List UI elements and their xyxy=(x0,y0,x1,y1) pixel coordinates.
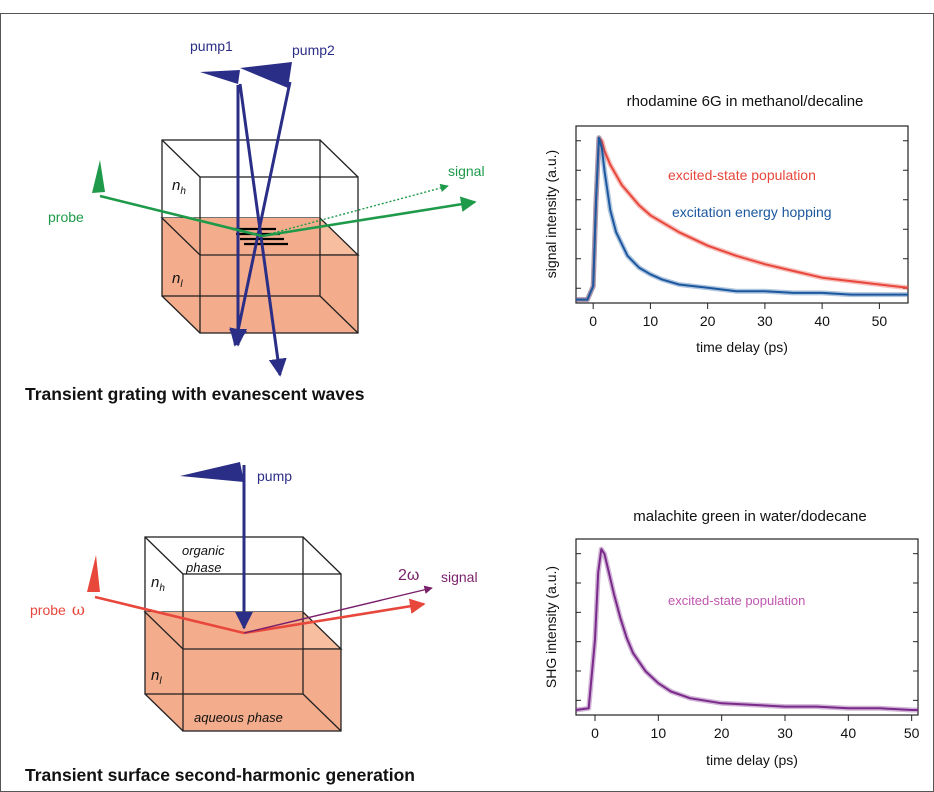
chart-title: malachite green in water/dodecane xyxy=(633,508,866,525)
two-omega-label: 2ω xyxy=(398,567,419,584)
reflected-probe-beam xyxy=(261,196,477,238)
probe-flag-icon xyxy=(92,160,105,193)
annotation-excited-state: excited-state population xyxy=(668,593,805,608)
y-axis-label: signal intensity (a.u.) xyxy=(543,150,559,278)
x-tick-label: 40 xyxy=(841,725,857,741)
series-0-data-band xyxy=(575,546,918,713)
probe-beam xyxy=(99,194,263,238)
n-high-label: nh xyxy=(172,177,186,197)
signal-beam xyxy=(261,183,449,237)
plot-frame xyxy=(575,538,919,716)
x-tick-label: 20 xyxy=(714,725,730,741)
plot-frame xyxy=(575,125,909,304)
aqueous-front xyxy=(183,649,341,731)
pump2-flag-icon xyxy=(240,62,292,88)
x-tick-label: 0 xyxy=(591,725,599,741)
aqueous-label: aqueous phase xyxy=(194,710,283,725)
n-high-label: nh xyxy=(151,574,165,594)
x-tick-label: 50 xyxy=(904,725,920,741)
n-low-label: nl xyxy=(172,270,183,290)
rhodamine-chart: rhodamine 6G in methanol/decaline 0 10 20 3… xyxy=(543,93,909,355)
probe-flag-icon xyxy=(87,555,100,592)
probe-beam xyxy=(94,595,245,635)
shg-signal-beam xyxy=(243,585,433,634)
series-0-line xyxy=(575,548,918,711)
organic-label-2: phase xyxy=(185,560,221,575)
series-group xyxy=(575,546,918,713)
x-axis-label: time delay (ps) xyxy=(706,752,798,768)
bottom-caption: Transient surface second-harmonic genera… xyxy=(25,765,415,785)
pump1-label: pump1 xyxy=(190,38,233,54)
malachite-chart: malachite green in water/dodecane 0 10 20 3… xyxy=(543,508,920,768)
pump1-flag-icon xyxy=(200,70,240,84)
x-ticks: 0 10 20 30 40 50 xyxy=(591,715,920,741)
y-axis-label: SHG intensity (a.u.) xyxy=(543,566,559,688)
y-ticks xyxy=(576,553,918,701)
chart-title: rhodamine 6G in methanol/decaline xyxy=(627,93,864,110)
bottom-cube-edges xyxy=(144,536,342,732)
x-tick-label: 50 xyxy=(872,313,888,329)
annotation-excited-state: excited-state population xyxy=(668,167,816,183)
top-caption: Transient grating with evanescent waves xyxy=(25,384,365,404)
x-tick-label: 30 xyxy=(777,725,793,741)
series-1-line xyxy=(576,136,908,301)
pump2-ray xyxy=(229,81,292,347)
x-tick-label: 40 xyxy=(814,313,830,329)
x-tick-label: 10 xyxy=(643,313,659,329)
organic-label-1: organic xyxy=(182,543,225,558)
x-tick-label: 10 xyxy=(651,725,667,741)
x-tick-label: 0 xyxy=(589,313,597,329)
y-ticks xyxy=(576,140,908,289)
top-cube-edges xyxy=(161,139,359,334)
pump-flag-icon xyxy=(180,462,244,482)
annotation-energy-hopping: excitation energy hopping xyxy=(672,204,832,220)
pump-label: pump xyxy=(257,468,292,484)
signal-label: signal xyxy=(441,569,478,585)
series-group xyxy=(576,135,909,303)
x-tick-label: 30 xyxy=(757,313,773,329)
probe-label: probe xyxy=(48,209,84,225)
shg-diagram: pump probe ω 2ω signal organic phase aque… xyxy=(30,462,478,732)
pump2-label: pump2 xyxy=(292,42,335,58)
x-ticks: 0 10 20 30 40 50 xyxy=(589,303,887,329)
signal-label: signal xyxy=(448,163,485,179)
n-low-label: nl xyxy=(151,667,162,687)
x-axis-label: time delay (ps) xyxy=(696,339,788,355)
probe-label: probe ω xyxy=(30,600,85,619)
lower-phase-side xyxy=(200,255,358,333)
transient-grating-diagram: pump1 pump2 probe signal nh nl xyxy=(48,38,485,377)
reflected-probe-beam xyxy=(243,598,426,635)
x-tick-label: 20 xyxy=(700,313,716,329)
